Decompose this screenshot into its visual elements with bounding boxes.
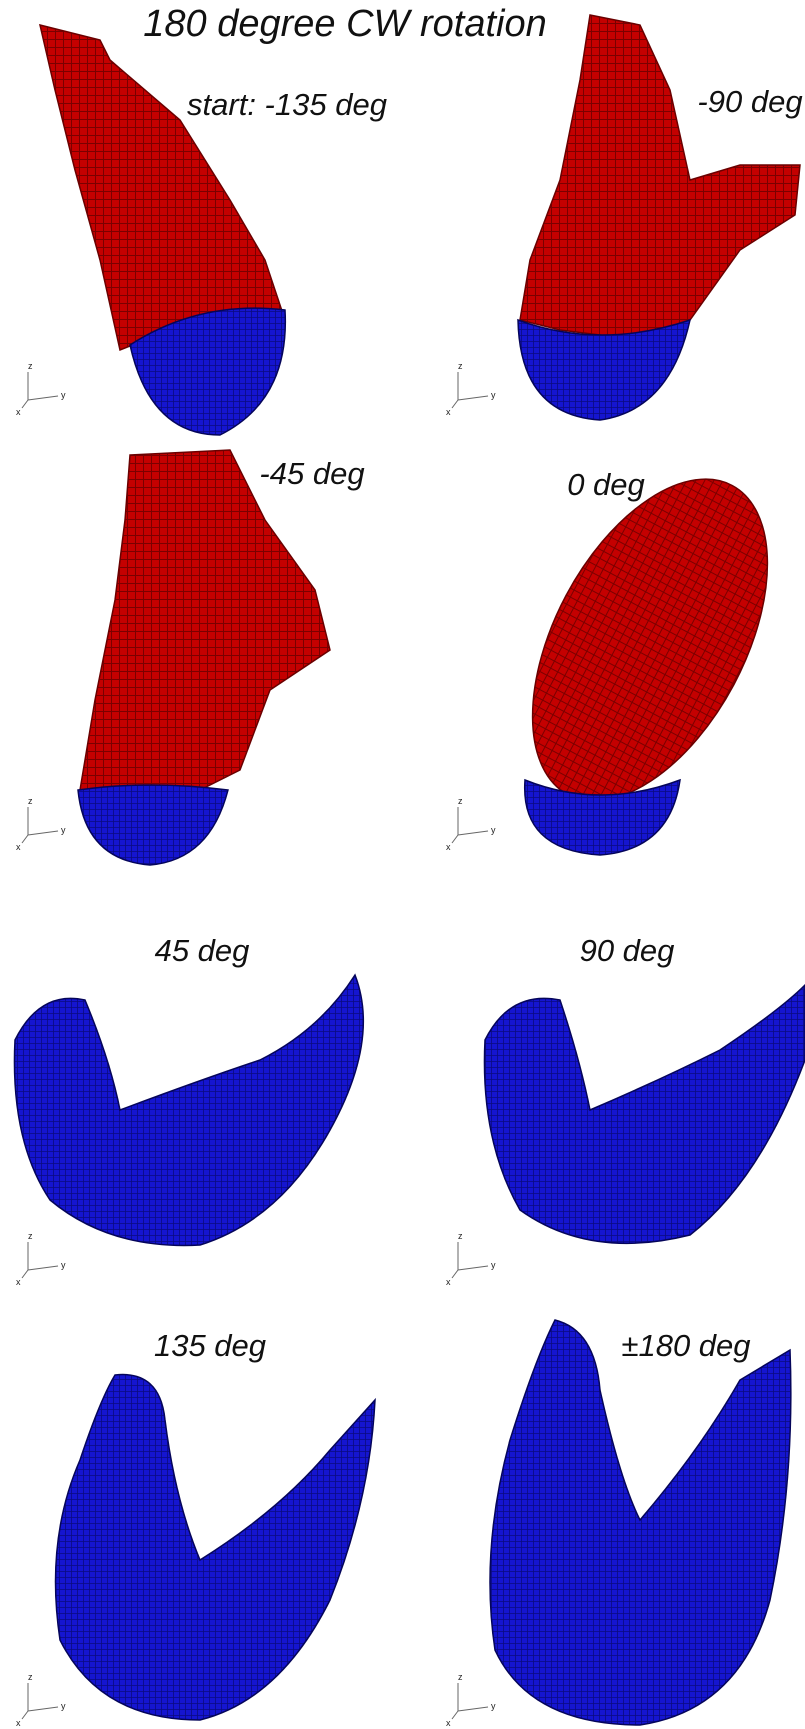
axis-label: x	[446, 842, 451, 852]
axis-triad	[452, 1270, 458, 1278]
blue-voxel-body	[484, 985, 805, 1243]
red-voxel-body	[80, 450, 330, 790]
axis-label: z	[28, 796, 33, 806]
axis-triad	[452, 400, 458, 408]
axis-triad	[458, 1266, 488, 1270]
axis-label: y	[491, 1701, 496, 1711]
blue-voxel-body	[56, 1375, 376, 1720]
axis-label: x	[16, 1277, 21, 1287]
figure: 180 degree CW rotation start: -135 deg z y…	[0, 0, 805, 1729]
panel-label: 90 deg	[580, 933, 675, 968]
axis-label: z	[28, 1231, 33, 1241]
axis-triad	[28, 396, 58, 400]
axis-triad	[28, 831, 58, 835]
panel-label: -90 deg	[697, 84, 802, 119]
axis-label: z	[458, 1672, 463, 1682]
axis-triad	[458, 396, 488, 400]
axis-triad	[458, 831, 488, 835]
axis-label: x	[446, 407, 451, 417]
axis-label: y	[61, 1260, 66, 1270]
axis-label: y	[61, 1701, 66, 1711]
axis-label: z	[28, 361, 33, 371]
blue-voxel-body	[78, 785, 228, 865]
axis-label: z	[28, 1672, 33, 1682]
axis-label: z	[458, 796, 463, 806]
axis-label: y	[491, 825, 496, 835]
figure-title: 180 degree CW rotation	[143, 3, 546, 45]
panel-label: 135 deg	[154, 1328, 266, 1363]
panel-label: 0 deg	[567, 467, 645, 502]
panel-label: ±180 deg	[621, 1328, 750, 1363]
axis-triad	[452, 1711, 458, 1719]
axis-triad	[452, 835, 458, 843]
axis-label: x	[16, 407, 21, 417]
red-voxel-body	[40, 25, 285, 350]
axis-label: y	[61, 390, 66, 400]
axis-triad	[22, 400, 28, 408]
blue-voxel-body	[518, 320, 690, 420]
axis-label: x	[446, 1277, 451, 1287]
axis-label: x	[16, 1718, 21, 1728]
panel-label: 45 deg	[155, 933, 250, 968]
axis-label: y	[491, 1260, 496, 1270]
panel-label: start: -135 deg	[187, 87, 387, 122]
axis-label: z	[458, 361, 463, 371]
axis-label: x	[16, 842, 21, 852]
axis-label: y	[491, 390, 496, 400]
axis-label: x	[446, 1718, 451, 1728]
panel-label: -45 deg	[259, 456, 364, 491]
axis-triad	[28, 1707, 58, 1711]
axis-triad	[22, 1711, 28, 1719]
blue-voxel-body	[490, 1320, 791, 1725]
axis-triad	[22, 835, 28, 843]
axis-triad	[28, 1266, 58, 1270]
axis-label: z	[458, 1231, 463, 1241]
axis-triad	[458, 1707, 488, 1711]
axis-label: y	[61, 825, 66, 835]
blue-voxel-body	[14, 975, 363, 1245]
red-voxel-body	[520, 15, 800, 340]
axis-triad	[22, 1270, 28, 1278]
